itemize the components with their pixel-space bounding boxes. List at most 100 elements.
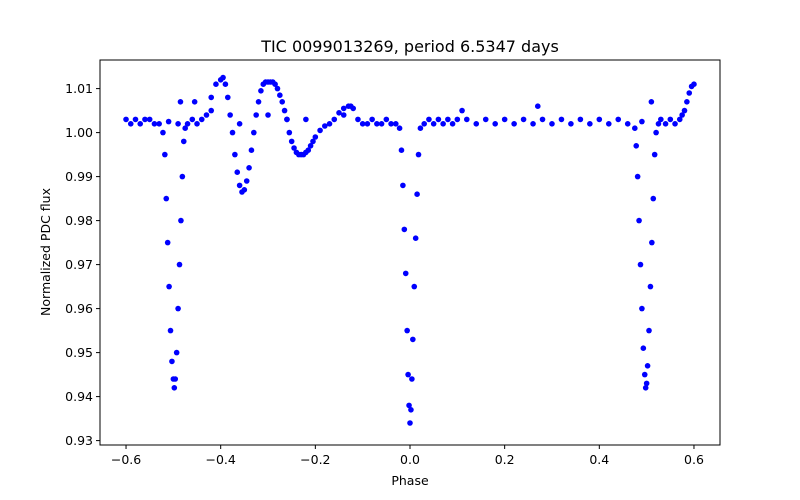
data-point [146, 116, 153, 123]
data-point [401, 226, 408, 233]
data-point [644, 363, 651, 369]
data-point [684, 99, 690, 105]
x-tick-label: 0.0 [400, 452, 420, 467]
data-point [350, 105, 357, 112]
data-point [156, 121, 162, 127]
data-point [417, 125, 424, 131]
data-point [303, 116, 309, 123]
data-point [340, 105, 347, 112]
data-point [639, 305, 645, 312]
data-point [396, 125, 403, 131]
data-point [175, 305, 181, 312]
data-point [312, 134, 319, 140]
data-point [142, 116, 148, 123]
data-point [406, 402, 412, 409]
data-point [173, 349, 180, 356]
data-point [400, 182, 406, 189]
data-point [691, 81, 697, 87]
data-point [258, 88, 264, 94]
data-point [160, 129, 166, 136]
data-point [430, 121, 437, 127]
data-point [378, 121, 385, 127]
data-point [643, 380, 650, 387]
data-point [435, 116, 442, 123]
data-point [648, 99, 655, 105]
data-point [530, 121, 536, 127]
data-point [409, 376, 415, 382]
data-point [227, 112, 233, 118]
data-point [463, 116, 470, 123]
data-point [171, 385, 178, 391]
data-point [310, 138, 316, 145]
data-point [421, 121, 428, 127]
data-point [164, 239, 171, 246]
data-point [412, 235, 419, 241]
data-point [355, 116, 361, 123]
x-tick-label: 0.6 [684, 452, 704, 467]
data-point [369, 116, 375, 123]
data-point [410, 336, 416, 343]
data-point [179, 173, 186, 180]
data-point [176, 261, 183, 268]
data-point [473, 121, 480, 127]
data-point [402, 270, 409, 277]
data-point [243, 178, 250, 184]
y-tick-label: 0.96 [65, 301, 93, 316]
data-point [248, 147, 255, 153]
data-point [539, 116, 546, 123]
data-point [639, 118, 645, 125]
data-point [182, 125, 188, 131]
data-point [605, 121, 612, 127]
x-tick-label: −0.4 [206, 452, 236, 467]
data-point [222, 81, 229, 87]
x-tick-label: −0.6 [111, 452, 141, 467]
data-point [272, 81, 278, 87]
data-point [326, 121, 333, 127]
chart-title: TIC 0099013269, period 6.5347 days [260, 37, 559, 56]
data-point [167, 327, 174, 334]
data-point [253, 112, 259, 118]
data-point [265, 112, 271, 118]
data-point [405, 371, 411, 378]
data-point [415, 151, 422, 158]
data-point [636, 217, 642, 224]
data-point [667, 116, 674, 123]
data-point [220, 74, 226, 81]
y-axis: 0.93 0.94 0.95 0.96 0.97 0.98 0.99 1.00 1.01 [65, 81, 100, 448]
data-point [166, 283, 172, 290]
data-point [647, 283, 654, 290]
data-point [336, 110, 342, 116]
data-point [177, 99, 184, 105]
data-point [679, 112, 685, 118]
data-point [637, 261, 644, 268]
data-point [651, 151, 658, 158]
data-point [383, 116, 390, 123]
data-point [388, 121, 394, 127]
data-point [534, 103, 541, 109]
data-point [649, 239, 655, 246]
data-point [213, 81, 219, 87]
data-point [175, 121, 181, 127]
data-point [208, 107, 215, 114]
data-point [662, 121, 669, 127]
data-point [203, 112, 210, 118]
data-point [246, 165, 252, 171]
data-point [208, 94, 215, 101]
data-point [305, 147, 312, 153]
y-tick-label: 0.98 [65, 213, 93, 228]
x-tick-label: 0.2 [495, 452, 515, 467]
data-point [676, 116, 683, 123]
data-point [459, 107, 465, 114]
data-point [359, 121, 366, 127]
data-point [511, 121, 517, 127]
data-point [232, 151, 238, 158]
data-point [634, 173, 641, 180]
data-point [568, 121, 574, 127]
data-point [241, 187, 248, 193]
x-tick-label: 0.4 [589, 452, 609, 467]
data-point [681, 107, 688, 114]
data-point [288, 138, 295, 145]
data-point [658, 116, 664, 123]
data-point [127, 121, 134, 127]
